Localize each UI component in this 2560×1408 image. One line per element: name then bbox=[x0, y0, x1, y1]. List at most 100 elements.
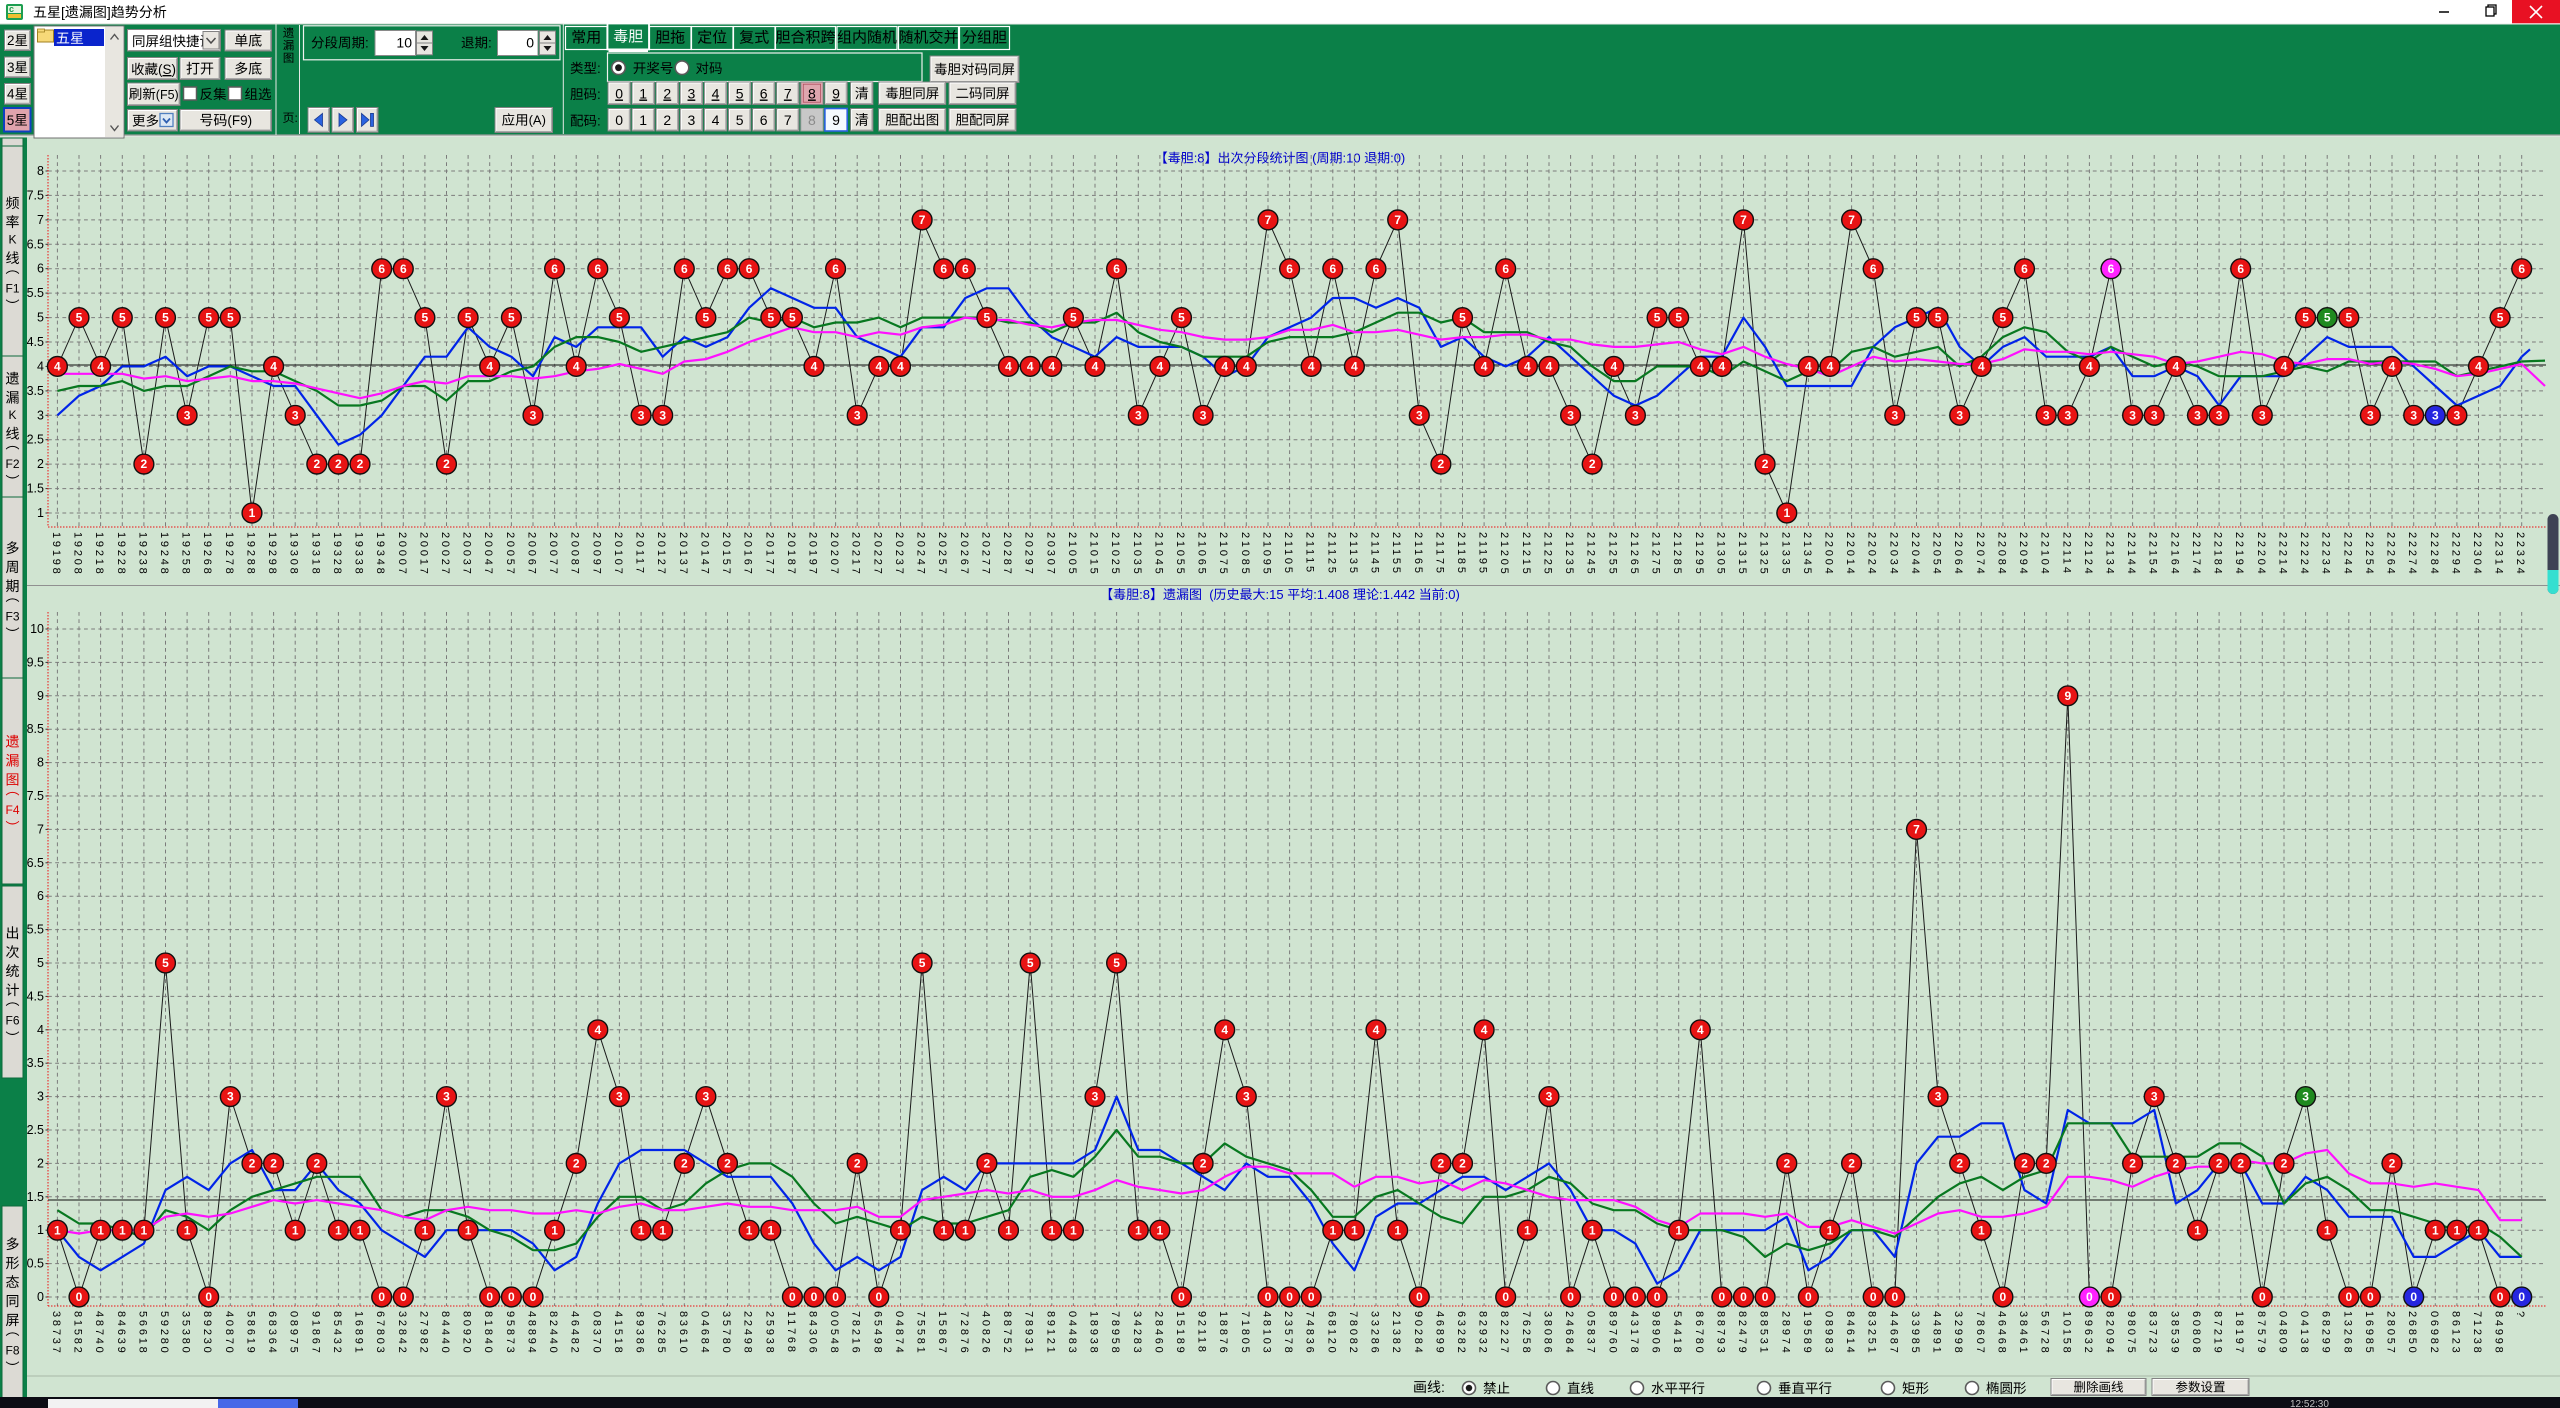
svg-text:4: 4 bbox=[1697, 360, 1704, 374]
svg-text:22114: 22114 bbox=[2060, 532, 2072, 576]
svg-text:3: 3 bbox=[2259, 408, 2266, 422]
svg-text:22244: 22244 bbox=[2341, 532, 2353, 577]
svg-text:2: 2 bbox=[2129, 1157, 2136, 1171]
svg-text:7: 7 bbox=[1265, 213, 1272, 227]
svg-text:5: 5 bbox=[2324, 311, 2331, 325]
svg-text:20297: 20297 bbox=[1023, 532, 1035, 577]
svg-text:6: 6 bbox=[1286, 262, 1293, 276]
svg-text:71238: 71238 bbox=[2471, 1311, 2483, 1356]
svg-text:22054: 22054 bbox=[1931, 532, 1943, 577]
svg-text:08370: 08370 bbox=[590, 1311, 602, 1356]
svg-text:0: 0 bbox=[1286, 1290, 1293, 1304]
svg-text:6: 6 bbox=[378, 262, 385, 276]
svg-text:21325: 21325 bbox=[1758, 532, 1770, 577]
svg-text:21145: 21145 bbox=[1369, 532, 1381, 576]
svg-text:21305: 21305 bbox=[1714, 532, 1726, 577]
svg-text:48740: 48740 bbox=[93, 1311, 105, 1356]
svg-text:44891: 44891 bbox=[1931, 1311, 1943, 1356]
svg-text:6: 6 bbox=[1870, 262, 1877, 276]
svg-text:(F9): (F9) bbox=[227, 113, 252, 128]
svg-text:5: 5 bbox=[2000, 311, 2007, 325]
svg-text:2: 2 bbox=[443, 457, 450, 471]
svg-text:4: 4 bbox=[1308, 360, 1315, 374]
svg-text:3: 3 bbox=[638, 408, 645, 422]
svg-text:0: 0 bbox=[205, 1290, 212, 1304]
svg-text:3: 3 bbox=[2129, 408, 2136, 422]
svg-text:9: 9 bbox=[832, 86, 840, 102]
svg-text:21065: 21065 bbox=[1196, 532, 1208, 577]
svg-text:0: 0 bbox=[1719, 1290, 1726, 1304]
svg-text:5: 5 bbox=[37, 311, 44, 325]
svg-text:21085: 21085 bbox=[1239, 532, 1251, 577]
svg-text:32998: 32998 bbox=[1952, 1311, 1964, 1356]
svg-text:0: 0 bbox=[1178, 1290, 1185, 1304]
svg-text:19228: 19228 bbox=[115, 532, 127, 577]
svg-text:1: 1 bbox=[1135, 1223, 1142, 1237]
svg-text:F4: F4 bbox=[6, 803, 20, 817]
svg-text:8: 8 bbox=[808, 86, 816, 102]
svg-text::0): :0) bbox=[1445, 587, 1460, 602]
svg-text:3: 3 bbox=[616, 1090, 623, 1104]
svg-text:1: 1 bbox=[119, 1223, 126, 1237]
svg-text:72876: 72876 bbox=[958, 1311, 970, 1356]
svg-text:3: 3 bbox=[2043, 408, 2050, 422]
svg-text:4: 4 bbox=[270, 360, 277, 374]
svg-text:0: 0 bbox=[2000, 1290, 2007, 1304]
svg-text:22498: 22498 bbox=[742, 1311, 754, 1356]
svg-text:19328: 19328 bbox=[331, 532, 343, 577]
svg-text:0: 0 bbox=[1502, 1290, 1509, 1304]
svg-text:3: 3 bbox=[530, 408, 537, 422]
svg-text:4: 4 bbox=[1827, 360, 1834, 374]
svg-text:2: 2 bbox=[1589, 457, 1596, 471]
svg-text:22204: 22204 bbox=[2255, 532, 2267, 577]
svg-text:38086: 38086 bbox=[1542, 1311, 1554, 1356]
svg-text:21215: 21215 bbox=[1520, 532, 1532, 577]
svg-text:20227: 20227 bbox=[871, 532, 883, 577]
svg-text::: : bbox=[597, 87, 601, 102]
svg-text:21165: 21165 bbox=[1412, 532, 1424, 576]
svg-text:0: 0 bbox=[1891, 1290, 1898, 1304]
svg-text:04684: 04684 bbox=[698, 1311, 710, 1356]
svg-text:10158: 10158 bbox=[2060, 1311, 2072, 1356]
svg-text:89760: 89760 bbox=[1606, 1311, 1618, 1356]
svg-text:20077: 20077 bbox=[547, 532, 559, 577]
svg-text:22214: 22214 bbox=[2277, 532, 2289, 577]
svg-text:5: 5 bbox=[736, 112, 744, 128]
svg-text:1: 1 bbox=[1978, 1223, 1985, 1237]
svg-text:0: 0 bbox=[2345, 1290, 2352, 1304]
svg-text:5: 5 bbox=[205, 311, 212, 325]
svg-text:22284: 22284 bbox=[2428, 532, 2440, 577]
svg-text:5: 5 bbox=[1113, 956, 1120, 970]
svg-text:1: 1 bbox=[97, 1223, 104, 1237]
svg-text:0: 0 bbox=[1308, 1290, 1315, 1304]
svg-text:0: 0 bbox=[2518, 1290, 2525, 1304]
svg-text:5: 5 bbox=[1027, 956, 1034, 970]
svg-text:5: 5 bbox=[1070, 311, 1077, 325]
svg-text:1: 1 bbox=[184, 1223, 191, 1237]
svg-text:98906: 98906 bbox=[1650, 1311, 1662, 1356]
svg-text:1: 1 bbox=[1589, 1223, 1596, 1237]
svg-text:46899: 46899 bbox=[1433, 1311, 1445, 1356]
svg-text:5: 5 bbox=[616, 311, 623, 325]
svg-text:7: 7 bbox=[1394, 213, 1401, 227]
svg-text:6: 6 bbox=[37, 889, 44, 903]
svg-text:82094: 82094 bbox=[2104, 1311, 2116, 1356]
svg-text:7: 7 bbox=[1740, 213, 1747, 227]
svg-text:2: 2 bbox=[37, 457, 44, 471]
svg-text:3: 3 bbox=[2216, 408, 2223, 422]
svg-text:2: 2 bbox=[681, 1157, 688, 1171]
svg-text:0: 0 bbox=[2367, 1290, 2374, 1304]
svg-text:19248: 19248 bbox=[158, 532, 170, 577]
svg-text:0: 0 bbox=[2410, 1290, 2417, 1304]
svg-text:33286: 33286 bbox=[1369, 1311, 1381, 1356]
svg-text:1: 1 bbox=[1329, 1223, 1336, 1237]
svg-text:0: 0 bbox=[615, 112, 623, 128]
svg-text:13268: 13268 bbox=[2341, 1311, 2353, 1356]
svg-text:88793: 88793 bbox=[1714, 1311, 1726, 1356]
svg-text:1: 1 bbox=[37, 506, 44, 520]
svg-text:22154: 22154 bbox=[2147, 532, 2159, 577]
svg-text:19218: 19218 bbox=[93, 532, 105, 577]
svg-text:6: 6 bbox=[962, 262, 969, 276]
svg-text:1: 1 bbox=[422, 1223, 429, 1237]
svg-text:[: [ bbox=[61, 4, 65, 20]
